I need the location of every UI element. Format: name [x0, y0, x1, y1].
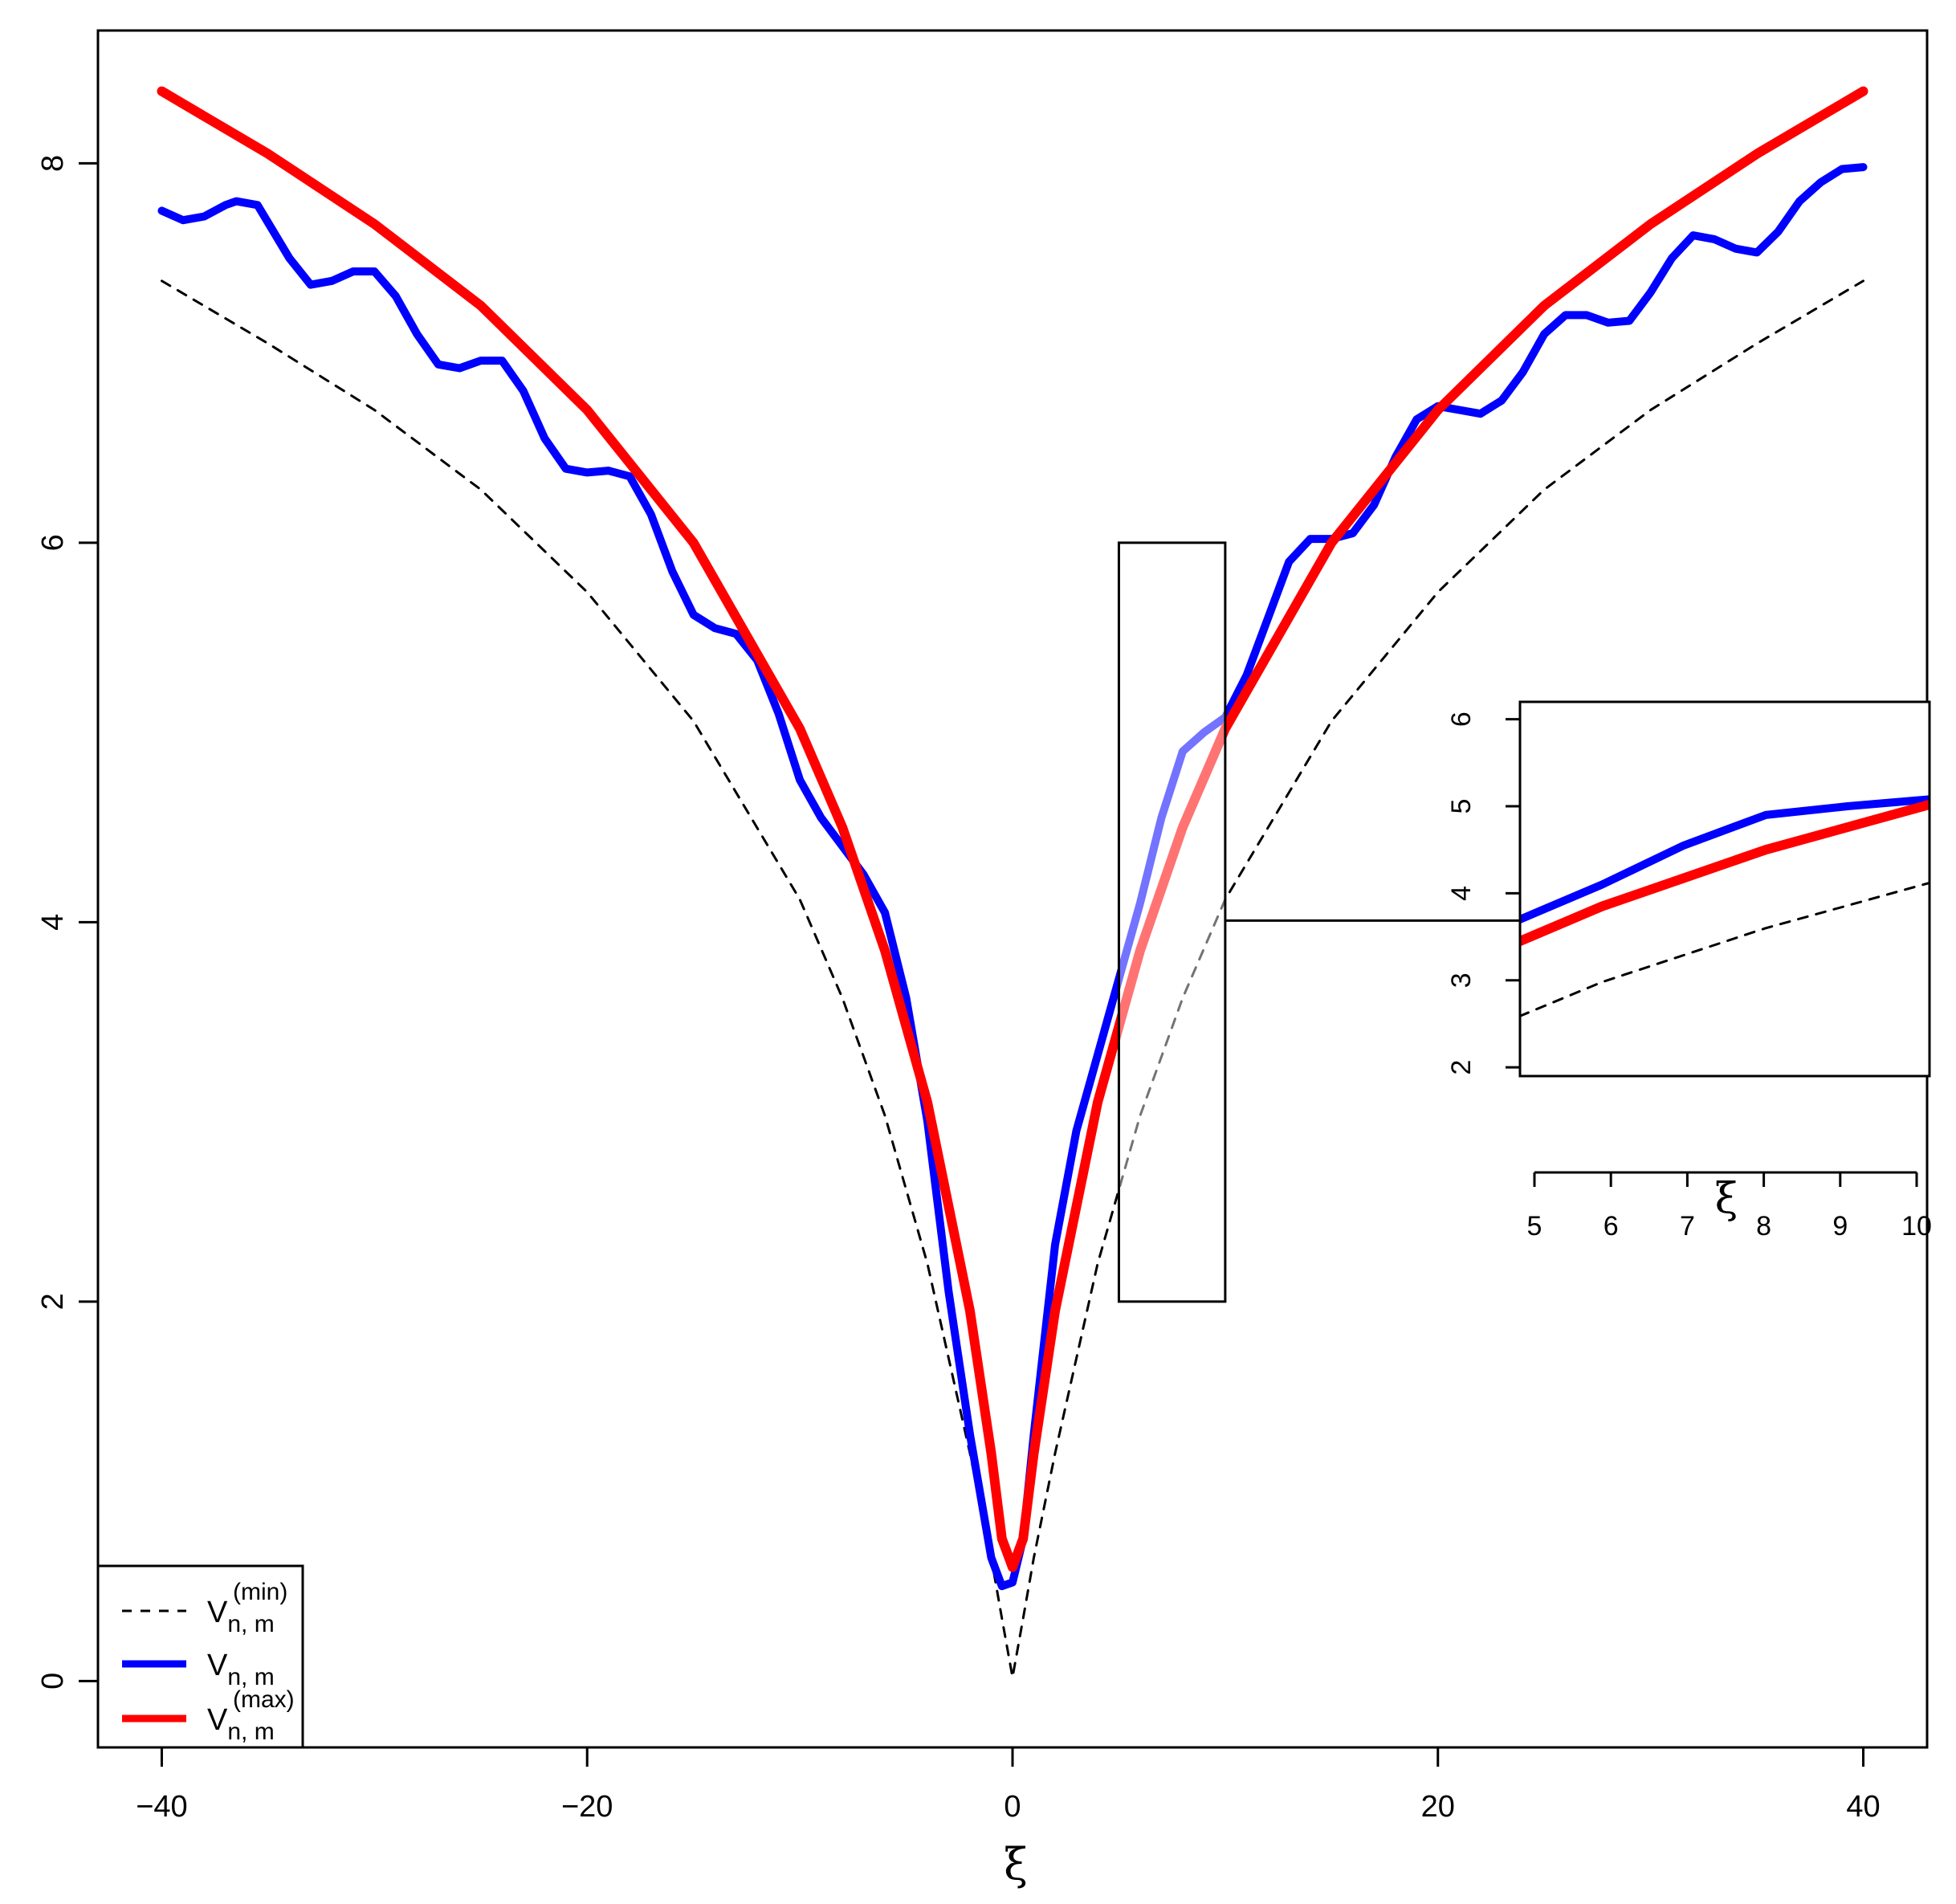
inset-x-tick-label: 6	[1604, 1211, 1619, 1241]
main-series-3	[157, 86, 1868, 1572]
x-tick-label: −20	[561, 1790, 613, 1824]
x-tick-label: −40	[136, 1790, 187, 1824]
highlight-box-overlay	[1119, 542, 1225, 1302]
inset-y-tick-label: 5	[1446, 799, 1477, 814]
x-tick-label: 40	[1846, 1790, 1880, 1824]
y-tick-label: 4	[36, 914, 70, 931]
inset-x-tick-label: 5	[1527, 1211, 1542, 1241]
x-axis: −40 −20 0 20 40	[136, 1746, 1881, 1824]
legend: Vn, m(min)Vn, mVn, m(max)	[122, 1579, 295, 1745]
y-axis: 0 2 4 6 8	[36, 155, 98, 1690]
legend-label: Vn, m	[207, 1703, 275, 1745]
inset-y-tick-label: 6	[1446, 711, 1477, 727]
inset-y-axis: 2 3 4 5 6	[1446, 711, 1520, 1075]
highlight-box	[1117, 541, 1227, 1303]
main-series-2	[157, 163, 1868, 1591]
main-series-group	[157, 86, 1868, 1679]
y-tick-label: 8	[36, 155, 70, 172]
y-tick-label: 6	[36, 534, 70, 551]
inset-x-tick-label: 8	[1756, 1211, 1771, 1241]
legend-label-sup: (max)	[233, 1686, 295, 1713]
y-tick-label: 2	[36, 1293, 70, 1310]
y-tick-label: 0	[36, 1673, 70, 1690]
legend-label: Vn, m	[207, 1596, 275, 1637]
inset-x-axis: 5 6 7 8 9 10	[1527, 1171, 1932, 1241]
inset-x-tick-label: 7	[1680, 1211, 1695, 1241]
highlight-box-fade	[1119, 542, 1225, 1302]
inset-x-axis-label: ξ	[1715, 1175, 1738, 1223]
x-axis-label: ξ	[1004, 1839, 1028, 1890]
inset-y-tick-label: 3	[1446, 972, 1477, 988]
inset-y-tick-label: 4	[1446, 886, 1477, 901]
inset-x-tick-label: 10	[1901, 1211, 1932, 1241]
inset-x-tick-label: 9	[1832, 1211, 1848, 1241]
inset-y-tick-label: 2	[1446, 1060, 1477, 1075]
legend-label: Vn, m	[207, 1649, 275, 1690]
x-tick-label: 20	[1421, 1790, 1455, 1824]
legend-label-sup: (min)	[233, 1579, 287, 1605]
x-tick-label: 0	[1004, 1790, 1021, 1824]
inset-frame	[1518, 700, 1931, 1078]
